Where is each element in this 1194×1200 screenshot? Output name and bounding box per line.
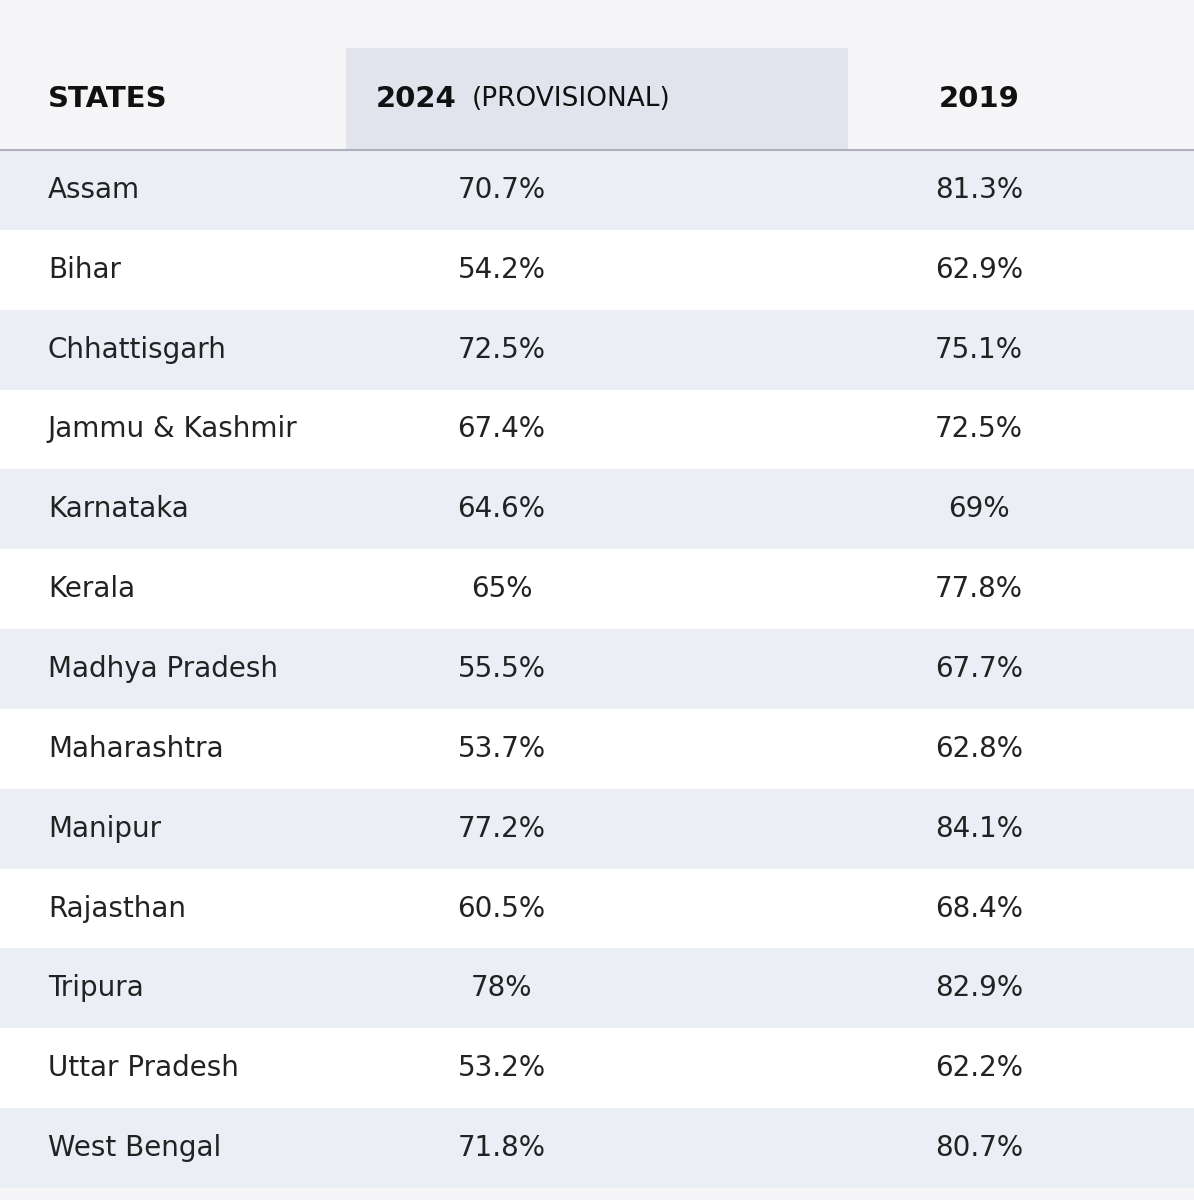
- Text: Manipur: Manipur: [48, 815, 161, 842]
- Text: 2024: 2024: [376, 85, 457, 113]
- Text: 55.5%: 55.5%: [457, 655, 546, 683]
- Text: (PROVISIONAL): (PROVISIONAL): [472, 86, 670, 112]
- Text: Rajasthan: Rajasthan: [48, 894, 186, 923]
- Bar: [0, 948, 1194, 1028]
- Text: Uttar Pradesh: Uttar Pradesh: [48, 1055, 239, 1082]
- Text: Madhya Pradesh: Madhya Pradesh: [48, 655, 278, 683]
- Bar: [0, 150, 1194, 230]
- Bar: [0, 390, 1194, 469]
- Text: 53.2%: 53.2%: [457, 1055, 546, 1082]
- Text: 84.1%: 84.1%: [935, 815, 1023, 842]
- Bar: [0, 1108, 1194, 1188]
- Text: 64.6%: 64.6%: [457, 496, 546, 523]
- Text: 78%: 78%: [470, 974, 533, 1002]
- Text: Jammu & Kashmir: Jammu & Kashmir: [48, 415, 297, 444]
- Text: 67.4%: 67.4%: [457, 415, 546, 444]
- Text: 65%: 65%: [470, 575, 533, 604]
- Text: 77.8%: 77.8%: [935, 575, 1023, 604]
- Text: Kerala: Kerala: [48, 575, 135, 604]
- Bar: [0, 469, 1194, 550]
- Bar: [0, 310, 1194, 390]
- Text: Assam: Assam: [48, 176, 140, 204]
- Text: 62.2%: 62.2%: [935, 1055, 1023, 1082]
- Text: 77.2%: 77.2%: [457, 815, 546, 842]
- Text: 60.5%: 60.5%: [457, 894, 546, 923]
- Text: 53.7%: 53.7%: [457, 734, 546, 763]
- Text: Maharashtra: Maharashtra: [48, 734, 223, 763]
- Text: 68.4%: 68.4%: [935, 894, 1023, 923]
- Text: 82.9%: 82.9%: [935, 974, 1023, 1002]
- Text: 62.8%: 62.8%: [935, 734, 1023, 763]
- Bar: [346, 48, 848, 150]
- Bar: [0, 230, 1194, 310]
- Text: 80.7%: 80.7%: [935, 1134, 1023, 1162]
- Bar: [0, 709, 1194, 788]
- Text: West Bengal: West Bengal: [48, 1134, 221, 1162]
- Text: 71.8%: 71.8%: [457, 1134, 546, 1162]
- Bar: [0, 550, 1194, 629]
- Text: 2019: 2019: [938, 85, 1020, 113]
- Bar: [0, 629, 1194, 709]
- Text: Chhattisgarh: Chhattisgarh: [48, 336, 227, 364]
- Text: Karnataka: Karnataka: [48, 496, 189, 523]
- Text: 75.1%: 75.1%: [935, 336, 1023, 364]
- Text: 72.5%: 72.5%: [935, 415, 1023, 444]
- Text: 81.3%: 81.3%: [935, 176, 1023, 204]
- Bar: [0, 788, 1194, 869]
- Text: 54.2%: 54.2%: [457, 256, 546, 283]
- Bar: [0, 869, 1194, 948]
- Text: Tripura: Tripura: [48, 974, 143, 1002]
- Bar: [0, 1028, 1194, 1108]
- Text: 62.9%: 62.9%: [935, 256, 1023, 283]
- Text: 72.5%: 72.5%: [457, 336, 546, 364]
- Text: STATES: STATES: [48, 85, 167, 113]
- Text: 70.7%: 70.7%: [457, 176, 546, 204]
- Text: Bihar: Bihar: [48, 256, 121, 283]
- Text: 69%: 69%: [948, 496, 1010, 523]
- Text: 67.7%: 67.7%: [935, 655, 1023, 683]
